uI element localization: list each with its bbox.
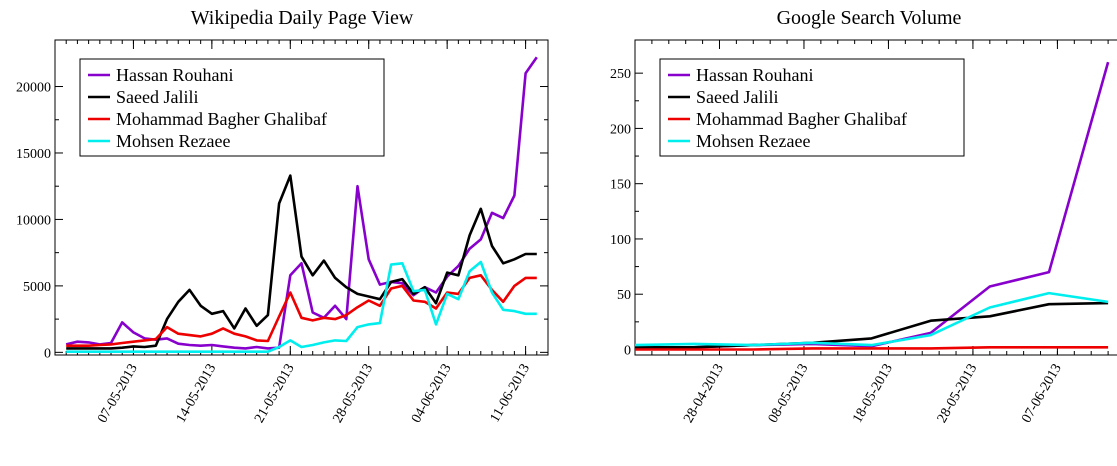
plot-area (635, 61, 1110, 351)
legend-label: Mohsen Rezaee (696, 131, 810, 151)
y-tick-label: 50 (617, 288, 631, 303)
x-tick-label: 11-06-2013 (488, 362, 533, 426)
y-tick-label: 10000 (16, 213, 51, 228)
legend-label: Mohammad Bagher Ghalibaf (116, 109, 327, 129)
series-line-jalili (635, 301, 1109, 349)
series-line-hassan (65, 56, 538, 350)
x-tick-label: 07-05-2013 (95, 362, 141, 426)
series-line-jalili (66, 174, 537, 350)
chart-title: Google Search Volume (777, 7, 962, 29)
series-line-rezaee (635, 291, 1109, 347)
legend-box (659, 58, 965, 157)
legend-box (79, 58, 385, 157)
x-tick-label: 07-06-2013 (1019, 362, 1065, 426)
legend-label: Hassan Rouhani (116, 65, 233, 85)
series-line-ghalibaf (66, 273, 537, 348)
y-tick-label: 150 (610, 178, 631, 193)
wikipedia-chart: Wikipedia Daily Page View 0 5000 10000 1500… (16, 7, 549, 426)
legend-label: Saeed Jalili (696, 87, 778, 107)
series-line-rezaee (66, 260, 537, 354)
legend-label: Mohammad Bagher Ghalibaf (696, 109, 907, 129)
y-tick-label: 0 (44, 346, 51, 361)
google-chart: Google Search Volume 0 50 100 150 200 250 28-0… (610, 7, 1117, 426)
legend-label: Saeed Jalili (116, 87, 198, 107)
plot-frame (634, 39, 1117, 356)
y-tick-label: 100 (610, 233, 631, 248)
x-tick-label: 18-05-2013 (850, 362, 896, 426)
legend-label: Hassan Rouhani (696, 65, 813, 85)
chart-title: Wikipedia Daily Page View (191, 7, 414, 29)
y-tick-label: 5000 (23, 280, 51, 295)
x-tick-label: 21-05-2013 (252, 362, 298, 426)
plot-area (65, 56, 538, 354)
x-tick-label: 14-05-2013 (174, 362, 220, 426)
x-tick-label: 08-05-2013 (766, 362, 812, 426)
y-tick-label: 20000 (16, 81, 51, 96)
x-tick-label: 28-05-2013 (331, 362, 377, 426)
x-tick-label: 04-06-2013 (409, 361, 455, 425)
y-tick-label: 0 (624, 343, 631, 358)
x-tick-label: 28-04-2013 (681, 362, 727, 426)
y-tick-label: 200 (610, 122, 631, 137)
x-tick-label: 28-05-2013 (935, 362, 981, 426)
series-line-ghalibaf (635, 345, 1109, 351)
y-tick-label: 250 (610, 67, 631, 82)
legend-label: Mohsen Rezaee (116, 131, 230, 151)
y-tick-label: 15000 (16, 147, 51, 162)
